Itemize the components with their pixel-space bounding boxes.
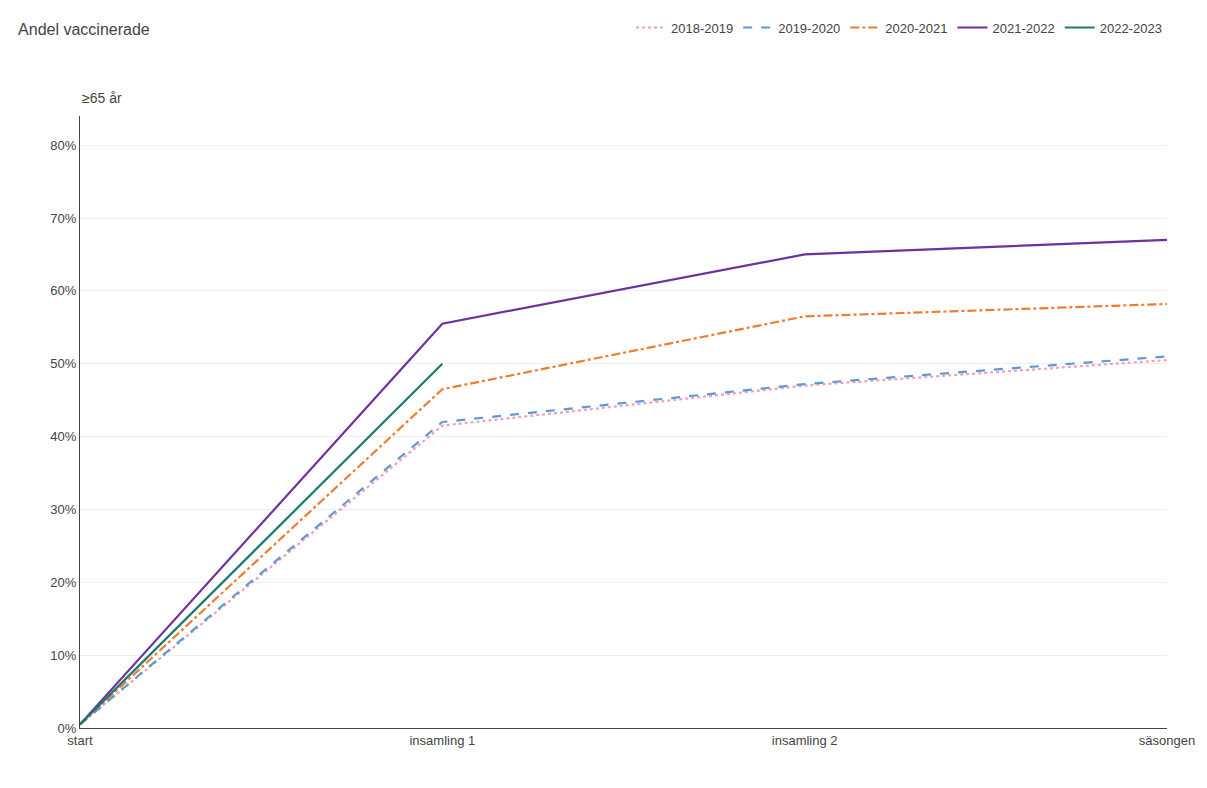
- svg-text:2018-2019: 2018-2019: [671, 21, 733, 36]
- svg-text:2020-2021: 2020-2021: [885, 21, 947, 36]
- svg-text:80%: 80%: [50, 138, 76, 153]
- svg-text:≥65 år: ≥65 år: [82, 90, 122, 106]
- svg-text:insamling 1: insamling 1: [409, 733, 475, 748]
- svg-text:Andel vaccinerade: Andel vaccinerade: [18, 21, 150, 38]
- svg-text:2021-2022: 2021-2022: [993, 21, 1055, 36]
- svg-text:50%: 50%: [50, 356, 76, 371]
- svg-text:60%: 60%: [50, 283, 76, 298]
- svg-text:20%: 20%: [50, 575, 76, 590]
- svg-text:insamling 2: insamling 2: [772, 733, 838, 748]
- svg-text:säsongen: säsongen: [1139, 733, 1195, 748]
- svg-text:2022-2023: 2022-2023: [1100, 21, 1162, 36]
- svg-text:70%: 70%: [50, 211, 76, 226]
- svg-text:30%: 30%: [50, 502, 76, 517]
- svg-text:2019-2020: 2019-2020: [778, 21, 840, 36]
- svg-text:10%: 10%: [50, 648, 76, 663]
- svg-text:0%: 0%: [58, 721, 77, 736]
- svg-text:40%: 40%: [50, 429, 76, 444]
- svg-text:start: start: [67, 733, 93, 748]
